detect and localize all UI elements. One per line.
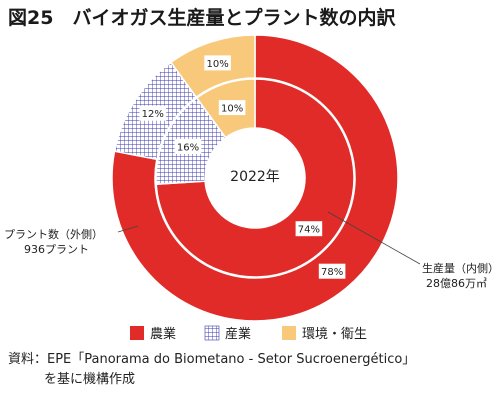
legend-swatch-industry: [204, 325, 220, 341]
chart-title: 図25 バイオガス生産量とプラント数の内訳: [8, 6, 396, 29]
legend-swatch-agriculture: [130, 326, 144, 340]
outer-label-agriculture: 78%: [321, 267, 343, 278]
outer-annotation-leader: [117, 225, 139, 233]
inner-label-industry: 16%: [177, 143, 199, 154]
legend-swatch-environment: [282, 326, 296, 340]
inner-annotation-leader: [327, 211, 421, 265]
outer-label-box-agriculture: [318, 263, 346, 279]
center-label: 2022年: [230, 169, 280, 185]
legend-label-industry: 産業: [225, 326, 251, 342]
legend: 農業 産業 環境・衛生: [130, 325, 367, 342]
source-line-1: 資料：EPE「Panorama do Biometano - Setor Suc…: [8, 352, 416, 367]
source-line-2: を基に機構作成: [44, 372, 136, 387]
inner-label-agriculture: 74%: [298, 225, 320, 236]
inner-annotation-title: 生産量（内側）: [422, 261, 499, 275]
inner-label-box-environment: [218, 100, 246, 116]
outer-annotation-value: 936プラント: [24, 243, 89, 256]
slice-labels: 78% 12% 10% 74% 16% 10%: [139, 55, 346, 279]
outer-label-industry: 12%: [142, 109, 164, 120]
inner-label-box-agriculture: [295, 221, 323, 237]
inner-annotation: 生産量（内側） 28億86万㎥: [327, 211, 499, 290]
outer-annotation-title: プラント数（外側）: [4, 228, 103, 241]
outer-label-environment: 10%: [206, 59, 228, 70]
outer-label-box-environment: [204, 55, 231, 71]
outer-annotation: プラント数（外側） 936プラント: [4, 225, 139, 256]
inner-annotation-value: 28億86万㎥: [426, 277, 487, 290]
source-note: 資料：EPE「Panorama do Biometano - Setor Suc…: [8, 350, 494, 390]
outer-label-box-industry: [139, 105, 167, 121]
inner-label-environment: 10%: [221, 104, 243, 115]
inner-label-box-industry: [174, 139, 202, 154]
outer-slice-agriculture: [111, 34, 399, 322]
legend-label-environment: 環境・衛生: [302, 327, 367, 342]
legend-label-agriculture: 農業: [150, 326, 176, 342]
